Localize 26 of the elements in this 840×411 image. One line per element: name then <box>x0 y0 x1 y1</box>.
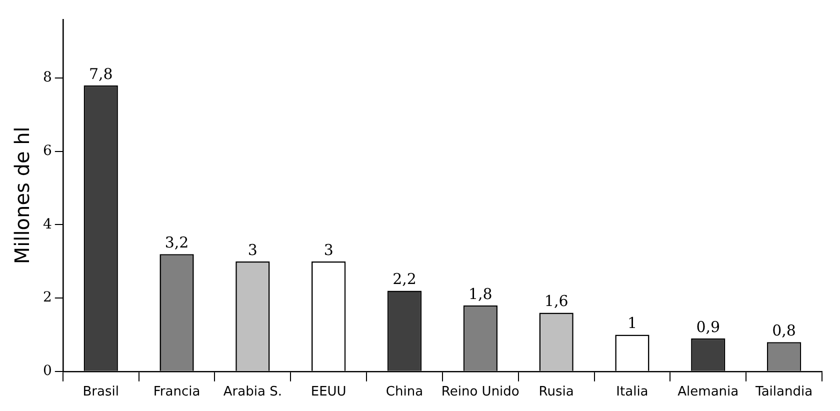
x-tick-label: Arabia S. <box>223 384 282 400</box>
y-tick-label: 0 <box>42 363 52 380</box>
y-tick-label: 4 <box>42 216 52 232</box>
x-tick-label: Tailandia <box>754 384 813 400</box>
x-tick-label: China <box>386 384 424 400</box>
x-tick-label: Rusia <box>538 384 574 400</box>
y-axis-title: Millones de hl <box>10 126 34 264</box>
y-tick-label: 2 <box>42 290 52 306</box>
x-tick-label: Reino Unido <box>441 384 520 400</box>
data-label: 0,9 <box>696 318 720 336</box>
data-label: 1 <box>627 314 637 332</box>
x-tick-label: Alemania <box>678 384 739 400</box>
x-tick-label: EEUU <box>310 384 346 400</box>
x-tick-label: Brasil <box>82 384 119 400</box>
x-tick-label: Italia <box>616 384 648 400</box>
data-label: 1,8 <box>468 284 492 303</box>
data-label: 1,6 <box>544 292 568 310</box>
y-tick-label: 6 <box>42 143 52 160</box>
data-label: 3,2 <box>164 233 189 252</box>
data-label: 7,8 <box>88 64 113 83</box>
x-tick-label: Francia <box>153 384 200 400</box>
data-label: 3 <box>248 240 258 259</box>
data-label: 0,8 <box>772 321 796 340</box>
data-label: 2,2 <box>392 270 416 288</box>
y-tick-label: 8 <box>42 70 52 86</box>
data-label: 3 <box>324 240 334 259</box>
